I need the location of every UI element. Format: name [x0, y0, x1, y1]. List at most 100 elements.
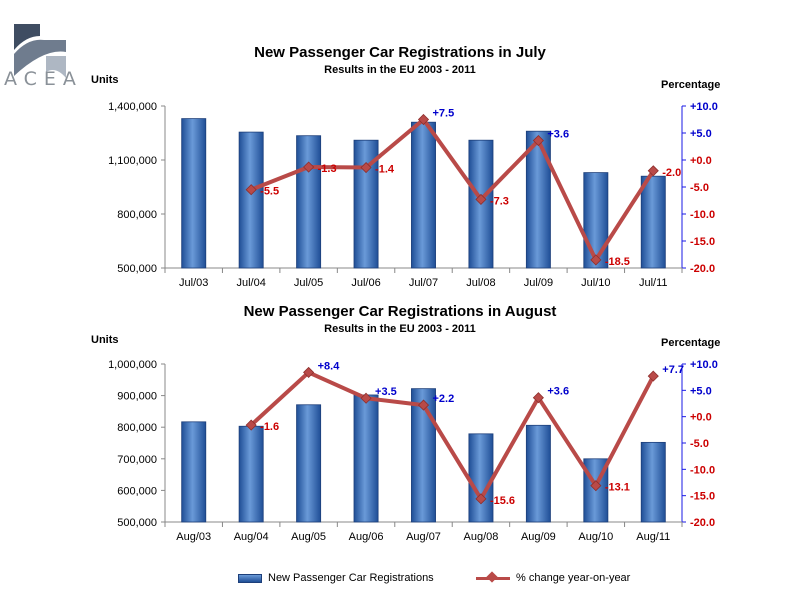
- line-point: [417, 113, 430, 126]
- line-point-label: +3.5: [375, 386, 397, 398]
- y-tick-label: 800,000: [117, 422, 157, 434]
- line-point: [590, 480, 602, 492]
- line-point-label: -1.4: [375, 164, 395, 176]
- y2-axis-title-august: Percentage: [661, 337, 721, 349]
- acea-logo: [14, 24, 66, 78]
- line-point-label: -1.6: [260, 421, 279, 433]
- line-point-label: +3.6: [547, 386, 569, 398]
- line-point: [475, 493, 487, 505]
- y2-tick-label: -15.0: [690, 491, 715, 503]
- bar: [181, 421, 207, 523]
- line-point-label: -1.3: [318, 163, 337, 175]
- x-tick-label: Jul/11: [639, 277, 668, 289]
- y2-axis-title-july: Percentage: [661, 79, 721, 91]
- line-point-label: -18.5: [605, 256, 630, 268]
- x-tick-label: Jul/09: [524, 277, 553, 289]
- line-point: [647, 370, 659, 382]
- x-tick-label: Aug/11: [636, 531, 670, 543]
- y2-tick-label: +10.0: [690, 359, 718, 371]
- y2-tick-label: +5.0: [690, 128, 712, 140]
- x-tick-label: Aug/05: [291, 531, 326, 543]
- chart-subtitle-august: Results in the EU 2003 - 2011: [324, 323, 476, 335]
- line-point: [245, 184, 257, 196]
- y2-tick-label: -5.0: [690, 182, 709, 194]
- bar: [238, 131, 264, 269]
- y-tick-label: 1,400,000: [108, 101, 157, 113]
- x-tick-label: Aug/04: [234, 531, 269, 543]
- x-tick-label: Aug/10: [578, 531, 613, 543]
- bar: [411, 121, 436, 269]
- bar: [411, 388, 436, 523]
- bar: [353, 394, 379, 523]
- y2-tick-label: +0.0: [690, 155, 712, 167]
- line-point: [647, 165, 659, 177]
- line-point: [303, 366, 315, 378]
- legend-item-registrations: New Passenger Car Registrations: [238, 572, 434, 584]
- y2-tick-label: -10.0: [690, 464, 715, 476]
- line-point-label: +3.6: [547, 129, 569, 141]
- y-tick-label: 800,000: [117, 209, 157, 221]
- y2-tick-label: -15.0: [690, 236, 715, 248]
- x-tick-label: Jul/08: [466, 277, 495, 289]
- y2-tick-label: -5.0: [690, 438, 709, 450]
- chart-subtitle-july: Results in the EU 2003 - 2011: [324, 64, 476, 76]
- line-point: [417, 399, 430, 411]
- series-line: [249, 370, 656, 501]
- y2-tick-label: +0.0: [690, 412, 712, 424]
- chart-title-july: New Passenger Car Registrations in July: [254, 44, 546, 61]
- y-axis-title-august: Units: [91, 334, 119, 346]
- y-tick-label: 700,000: [117, 454, 157, 466]
- y2-tick-label: +10.0: [690, 101, 718, 113]
- line-point: [475, 193, 487, 205]
- chart-july: 500,000 800,000 1,100,000 1,400,000 +10.0 +5.…: [108, 101, 718, 289]
- legend-bar-label: New Passenger Car Registrations: [268, 572, 434, 584]
- bar: [296, 135, 322, 269]
- bar: [583, 172, 609, 269]
- line-point: [532, 134, 544, 147]
- bar: [296, 404, 322, 523]
- line-point-label: -13.1: [605, 482, 630, 494]
- x-tick-label: Jul/06: [351, 277, 380, 289]
- line-point-label: +7.5: [433, 108, 455, 120]
- x-tick-label: Jul/04: [236, 277, 265, 289]
- line-point-label: +2.2: [433, 393, 455, 405]
- chart-august: 500,000 600,000 700,000 800,000 900,000 1,000…: [108, 359, 718, 543]
- line-point: [360, 392, 372, 404]
- x-tick-label: Aug/09: [521, 531, 556, 543]
- line-point: [360, 161, 372, 174]
- line-point: [303, 161, 315, 173]
- y-tick-label: 900,000: [117, 391, 157, 403]
- x-tick-label: Jul/07: [409, 277, 438, 289]
- legend-item-percent-change: % change year-on-year: [476, 571, 631, 584]
- y2-tick-label: -20.0: [690, 263, 715, 275]
- y-tick-label: 500,000: [117, 517, 157, 529]
- logo-text: ACEA: [4, 68, 83, 90]
- y-axis-title-july: Units: [91, 74, 119, 86]
- y2-tick-label: +5.0: [690, 385, 712, 397]
- x-tick-label: Aug/06: [349, 531, 384, 543]
- line-point-label: +7.7: [662, 364, 684, 376]
- y2-tick-label: -20.0: [690, 517, 715, 529]
- bar: [468, 433, 494, 523]
- x-tick-label: Jul/10: [581, 277, 610, 289]
- bar: [181, 118, 207, 269]
- legend-bar-swatch: [238, 573, 262, 583]
- chart-title-august: New Passenger Car Registrations in Augus…: [243, 303, 557, 320]
- line-point: [532, 392, 544, 404]
- line-point-label: -7.3: [490, 195, 509, 207]
- y-tick-label: 600,000: [117, 485, 157, 497]
- x-tick-label: Aug/07: [406, 531, 441, 543]
- y2-tick-label: -10.0: [690, 209, 715, 221]
- bar: [525, 424, 551, 523]
- line-point-label: -15.6: [490, 495, 515, 507]
- bar: [238, 425, 264, 523]
- y-tick-label: 500,000: [117, 263, 157, 275]
- line-point-label: -2.0: [662, 167, 681, 179]
- x-tick-label: Jul/03: [179, 277, 208, 289]
- line-point: [245, 419, 257, 431]
- x-tick-label: Aug/03: [176, 531, 211, 543]
- legend-line-label: % change year-on-year: [516, 572, 631, 584]
- x-tick-label: Jul/05: [294, 277, 323, 289]
- legend-line-swatch: [476, 571, 510, 584]
- bar: [640, 441, 666, 523]
